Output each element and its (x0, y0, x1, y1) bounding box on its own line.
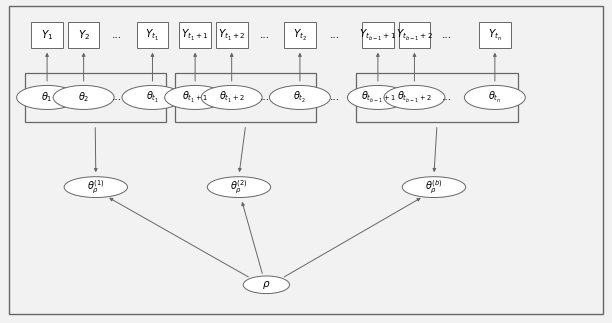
Bar (479, 22, 510, 48)
Text: $Y_{t_1+2}$: $Y_{t_1+2}$ (218, 27, 245, 43)
Text: ...: ... (330, 30, 340, 40)
Text: $\theta_{t_{b-1}+2}$: $\theta_{t_{b-1}+2}$ (397, 90, 432, 105)
Ellipse shape (348, 86, 408, 109)
Text: $\rho$: $\rho$ (262, 279, 271, 291)
Text: $Y_1$: $Y_1$ (41, 28, 53, 42)
Text: $\theta_{t_1}$: $\theta_{t_1}$ (146, 90, 159, 105)
Bar (175, 73, 316, 122)
Text: $\theta_2$: $\theta_2$ (78, 90, 89, 104)
Ellipse shape (122, 86, 183, 109)
Bar (398, 22, 430, 48)
Text: $Y_{t_{b-1}+2}$: $Y_{t_{b-1}+2}$ (396, 27, 433, 43)
Bar (284, 22, 316, 48)
Text: ...: ... (112, 92, 122, 102)
Text: $\theta_\rho^{(1)}$: $\theta_\rho^{(1)}$ (87, 178, 105, 196)
Text: $\theta_{t_{b-1}+1}$: $\theta_{t_{b-1}+1}$ (360, 90, 395, 105)
Text: ...: ... (442, 92, 452, 102)
Text: $\theta_1$: $\theta_1$ (41, 90, 53, 104)
Text: $Y_{t_1+1}$: $Y_{t_1+1}$ (181, 27, 209, 43)
Ellipse shape (165, 86, 226, 109)
Bar (68, 22, 100, 48)
Ellipse shape (64, 177, 127, 198)
Ellipse shape (53, 86, 114, 109)
Ellipse shape (201, 86, 262, 109)
Text: ...: ... (112, 30, 122, 40)
Ellipse shape (465, 86, 525, 109)
Text: $\theta_\rho^{(b)}$: $\theta_\rho^{(b)}$ (425, 178, 443, 196)
Bar (31, 22, 63, 48)
Bar (356, 73, 518, 122)
Text: ...: ... (259, 92, 270, 102)
Text: $Y_{t_{b-1}+1}$: $Y_{t_{b-1}+1}$ (359, 27, 397, 43)
Text: $\theta_{t_1+1}$: $\theta_{t_1+1}$ (182, 90, 208, 105)
Text: $\theta_{t_2}$: $\theta_{t_2}$ (293, 90, 307, 105)
Text: $Y_{t_2}$: $Y_{t_2}$ (293, 27, 307, 43)
Ellipse shape (384, 86, 445, 109)
Bar (362, 22, 394, 48)
Text: $\theta_\rho^{(2)}$: $\theta_\rho^{(2)}$ (230, 178, 248, 196)
Ellipse shape (17, 86, 78, 109)
Bar (179, 22, 211, 48)
Bar (216, 22, 247, 48)
Ellipse shape (207, 177, 271, 198)
Text: $Y_2$: $Y_2$ (78, 28, 90, 42)
Ellipse shape (243, 276, 289, 294)
Text: ...: ... (330, 92, 340, 102)
Ellipse shape (402, 177, 466, 198)
Bar (24, 73, 166, 122)
Bar (136, 22, 168, 48)
Text: ...: ... (259, 30, 270, 40)
Text: $\theta_{t_1+2}$: $\theta_{t_1+2}$ (218, 90, 245, 105)
Ellipse shape (269, 86, 330, 109)
Text: ...: ... (442, 30, 452, 40)
Text: $\theta_{t_n}$: $\theta_{t_n}$ (488, 90, 501, 105)
Text: $Y_{t_1}$: $Y_{t_1}$ (146, 27, 160, 43)
Text: $Y_{t_n}$: $Y_{t_n}$ (488, 27, 502, 43)
